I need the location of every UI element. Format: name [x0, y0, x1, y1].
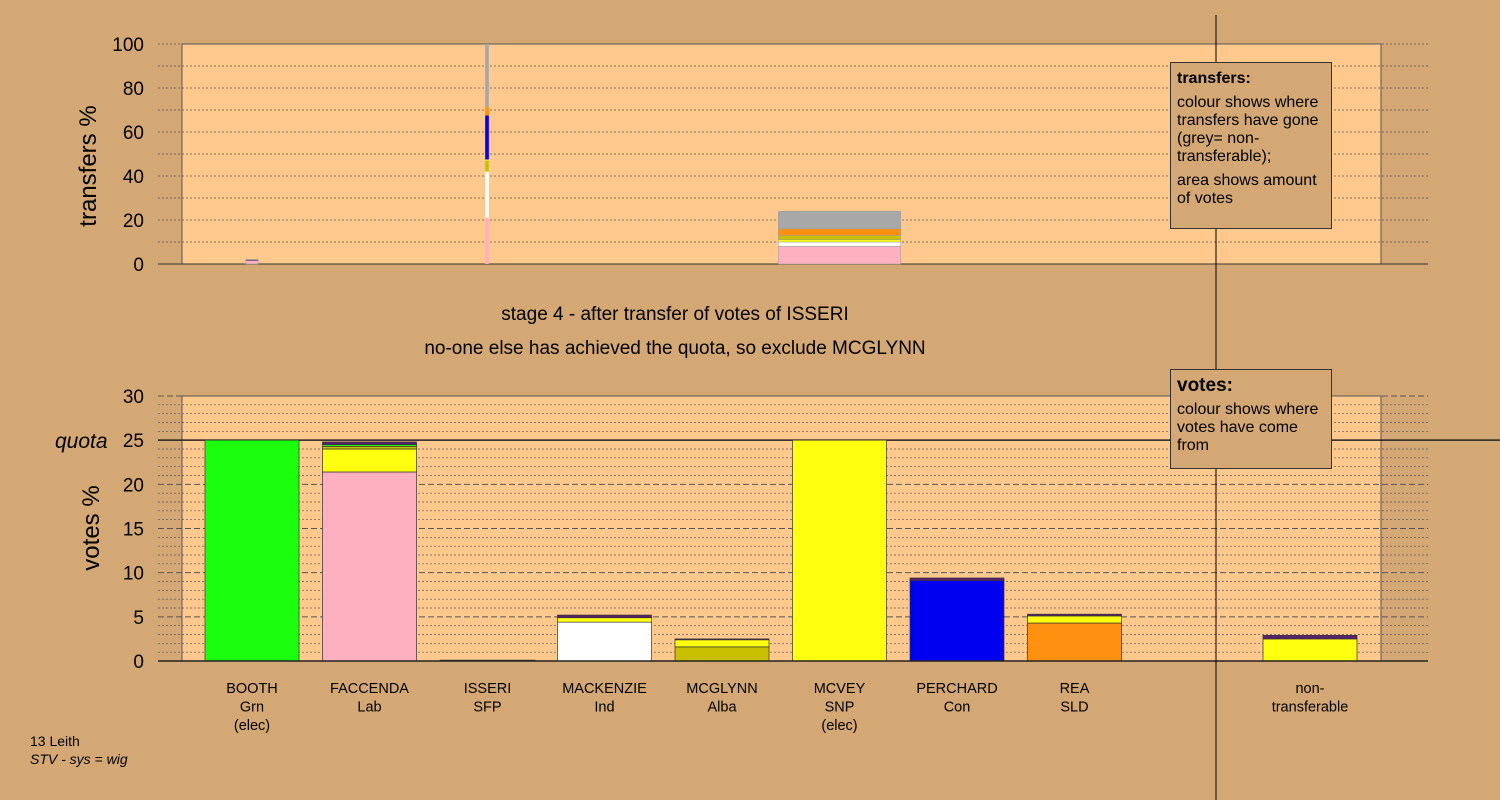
vote-bar-segment	[674, 638, 770, 641]
votes-tick-label: 15	[123, 520, 144, 541]
stage-description: no-one else has achieved the quota, so e…	[424, 338, 926, 359]
vote-bar-segment	[1262, 635, 1358, 640]
candidate-party-label: transferable	[1272, 700, 1349, 716]
transfer-bar-segment	[778, 228, 901, 236]
vote-bar-segment	[557, 614, 652, 619]
vote-bar-segment	[674, 639, 770, 648]
transfers-tick-label: 80	[123, 79, 144, 100]
candidate-party-label: SLD	[1060, 700, 1088, 716]
votes-legend-title: votes:	[1177, 375, 1233, 396]
stage-title: stage 4 - after transfer of votes of ISS…	[501, 304, 849, 325]
candidate-name-label: MACKENZIE	[562, 681, 647, 697]
transfer-bar-segment	[778, 210, 901, 230]
transfer-bar-segment	[245, 260, 259, 265]
candidate-party-label: SNP	[825, 700, 855, 716]
candidate-name-label: MCVEY	[814, 681, 866, 697]
transfer-bar-segment	[778, 241, 901, 247]
vote-bar-segment	[1027, 613, 1122, 617]
candidate-name-label: PERCHARD	[916, 681, 997, 697]
candidate-name-label: REA	[1060, 681, 1090, 697]
transfer-bar-segment	[245, 259, 259, 261]
candidate-name-label: BOOTH	[226, 681, 278, 697]
transfer-bar-segment	[485, 44, 489, 107]
transfer-bar-segment	[485, 106, 489, 116]
vote-bar-segment	[1262, 638, 1358, 662]
transfer-bar-segment	[778, 246, 901, 265]
votes-axis-label: votes %	[78, 485, 105, 570]
vote-bar-segment	[674, 646, 770, 662]
transfers-tick-label: 40	[123, 167, 144, 188]
candidate-party-label: Con	[944, 700, 971, 716]
transfer-bar-segment	[485, 171, 489, 218]
vote-bar-segment	[1027, 615, 1122, 624]
transfers-tick-label: 60	[123, 123, 144, 144]
transfers-axis-label: transfers %	[75, 105, 102, 226]
transfers-legend: transfers: colour shows where transfers …	[1170, 62, 1332, 229]
candidate-status-label: (elec)	[234, 718, 270, 734]
candidate-name-label: ISSERI	[464, 681, 512, 697]
votes-tick-label: 20	[123, 475, 144, 496]
candidate-party-label: Alba	[707, 700, 737, 716]
votes-tick-label: 30	[123, 387, 144, 408]
candidate-name-label: MCGLYNN	[686, 681, 757, 697]
candidate-party-label: Ind	[594, 700, 614, 716]
votes-tick-label: 10	[123, 564, 144, 585]
transfers-tick-label: 20	[123, 211, 144, 232]
vote-bar-segment	[204, 439, 300, 662]
transfers-tick-label: 0	[133, 255, 144, 276]
ward-name: 13 Leith	[30, 733, 80, 749]
candidate-party-label: Grn	[240, 700, 264, 716]
vote-bar-segment	[557, 617, 652, 623]
votes-tick-label: 5	[133, 608, 144, 629]
transfer-bar-segment	[485, 160, 489, 172]
transfers-tick-label: 100	[112, 35, 144, 56]
votes-legend-text: colour shows where votes have come from	[1177, 401, 1319, 454]
system-note: STV - sys = wig	[30, 751, 128, 767]
transfers-legend-area-text: area shows amount of votes	[1177, 172, 1317, 207]
candidate-party-label: SFP	[473, 700, 501, 716]
candidate-name-label: non-	[1295, 681, 1324, 697]
vote-bar-segment	[909, 577, 1005, 581]
quota-label: quota	[55, 430, 108, 453]
vote-bar-segment	[792, 439, 887, 662]
transfers-legend-title: transfers:	[1177, 70, 1251, 87]
vote-bar-segment	[322, 471, 417, 662]
vote-bar-segment	[322, 441, 417, 445]
candidate-party-label: Lab	[357, 700, 381, 716]
transfers-legend-text: colour shows where transfers have gone (…	[1177, 94, 1319, 165]
transfer-bar-segment	[485, 217, 489, 264]
votes-legend: votes: colour shows where votes have com…	[1170, 369, 1332, 469]
vote-bar-segment	[322, 446, 417, 450]
vote-bar-segment	[557, 621, 652, 662]
vote-bar-segment	[1027, 622, 1122, 662]
transfer-bar-segment	[778, 239, 901, 243]
candidate-name-label: FACCENDA	[330, 681, 409, 697]
transfer-bar-segment	[485, 115, 489, 160]
votes-tick-label: 25	[123, 431, 144, 452]
vote-bar-segment	[322, 448, 417, 473]
candidate-status-label: (elec)	[821, 718, 857, 734]
transfer-bar-segment	[485, 159, 489, 161]
transfer-bar-segment	[778, 235, 901, 241]
votes-tick-label: 0	[133, 652, 144, 673]
vote-bar-segment	[909, 580, 1005, 662]
